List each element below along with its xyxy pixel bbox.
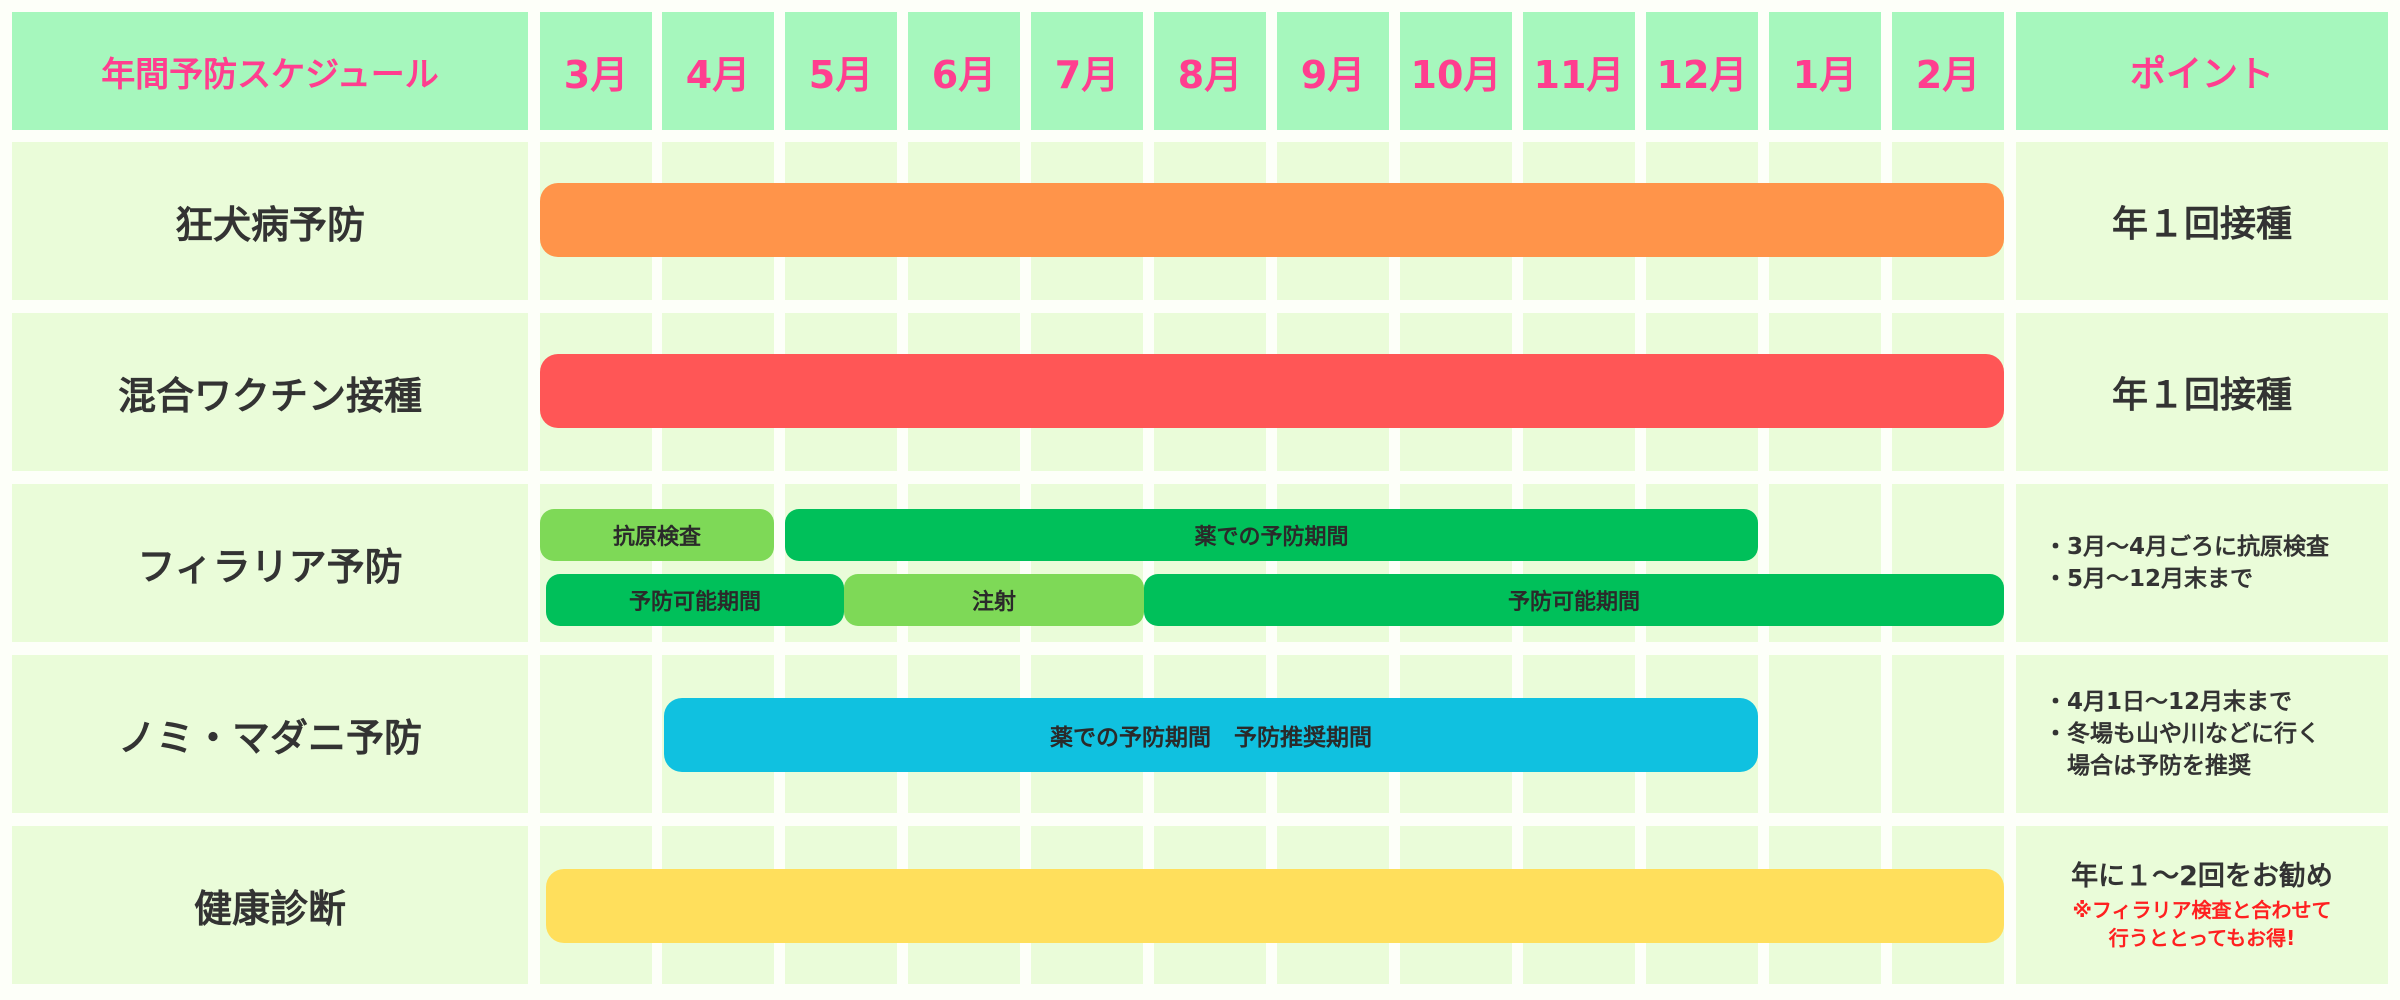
header-month-nov: 11月	[1523, 12, 1635, 130]
header-month-jan: 1月	[1769, 12, 1881, 130]
row-label-filaria: フィラリア予防	[12, 484, 528, 642]
bar-filaria-medicine-period: 薬での予防期間	[785, 509, 1758, 561]
header-month-apr: 4月	[662, 12, 774, 130]
bar-filaria-possible-period-1: 予防可能期間	[546, 574, 844, 626]
row-label-rabies: 狂犬病予防	[12, 142, 528, 300]
header-month-mar: 3月	[540, 12, 652, 130]
bar-filaria-injection: 注射	[844, 574, 1144, 626]
header-month-jul: 7月	[1031, 12, 1143, 130]
point-filaria-line-1: ・3月～4月ごろに抗原検査	[2044, 534, 2330, 560]
bar-filaria-possible-period-2: 予防可能期間	[1144, 574, 2004, 626]
grid-cell	[1769, 655, 1881, 813]
grid-cell	[540, 655, 652, 813]
row-label-vaccine: 混合ワクチン接種	[12, 313, 528, 471]
header-month-feb: 2月	[1892, 12, 2004, 130]
bar-filaria-antigen-test: 抗原検査	[540, 509, 774, 561]
grid-cell	[1892, 655, 2004, 813]
point-flea-line-2: ・冬場も山や川などに行く	[2044, 721, 2320, 747]
point-flea: ・4月1日～12月末まで ・冬場も山や川などに行く 場合は予防を推奨	[2016, 655, 2388, 813]
header-title: 年間予防スケジュール	[12, 12, 528, 130]
point-filaria: ・3月～4月ごろに抗原検査 ・5月～12月末まで	[2016, 484, 2388, 642]
bar-vaccine	[540, 354, 2004, 428]
bar-flea: 薬での予防期間 予防推奨期間	[664, 698, 1758, 772]
point-checkup-main: 年に１～2回をお勧め	[2071, 861, 2333, 892]
point-flea-line-3: 場合は予防を推奨	[2044, 753, 2251, 779]
header-month-dec: 12月	[1646, 12, 1758, 130]
point-rabies: 年１回接種	[2016, 142, 2388, 300]
header-month-jun: 6月	[908, 12, 1020, 130]
bar-rabies	[540, 183, 2004, 257]
header-month-oct: 10月	[1400, 12, 1512, 130]
header-point: ポイント	[2016, 12, 2388, 130]
point-checkup-note: ※フィラリア検査と合わせて 行うととってもお得!	[2072, 898, 2332, 950]
header-month-may: 5月	[785, 12, 897, 130]
row-label-checkup: 健康診断	[12, 826, 528, 984]
header-month-sep: 9月	[1277, 12, 1389, 130]
header-month-aug: 8月	[1154, 12, 1266, 130]
point-checkup: 年に１～2回をお勧め ※フィラリア検査と合わせて 行うととってもお得!	[2016, 826, 2388, 984]
point-flea-line-1: ・4月1日～12月末まで	[2044, 689, 2293, 715]
point-filaria-line-2: ・5月～12月末まで	[2044, 566, 2254, 592]
point-vaccine: 年１回接種	[2016, 313, 2388, 471]
row-label-flea: ノミ・マダニ予防	[12, 655, 528, 813]
bar-checkup	[546, 869, 2004, 943]
